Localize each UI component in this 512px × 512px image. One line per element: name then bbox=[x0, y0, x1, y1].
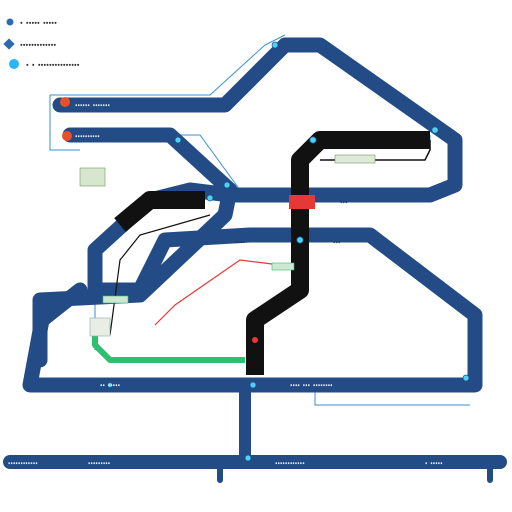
station bbox=[462, 374, 470, 382]
accent-stations bbox=[60, 97, 258, 343]
station-text: ꞏꞏꞏꞏ bbox=[235, 238, 245, 247]
legend-diamond-marker bbox=[3, 38, 15, 50]
small-tags bbox=[79, 154, 376, 337]
stations bbox=[107, 41, 470, 462]
blue-line-top-arc bbox=[22, 37, 483, 393]
line-text: ꞏꞏꞏꞏꞏꞏꞏꞏꞏ bbox=[88, 459, 111, 468]
red-segment-marker bbox=[289, 195, 315, 209]
line-text: ꞏꞏ ꞏꞏꞏꞏꞏ bbox=[100, 381, 121, 390]
red-station-low bbox=[252, 337, 258, 343]
line-text: ꞏꞏꞏꞏꞏꞏ ꞏꞏꞏꞏꞏꞏꞏ bbox=[75, 101, 110, 110]
station bbox=[271, 41, 279, 49]
tag-green-low bbox=[102, 295, 129, 304]
station bbox=[206, 194, 214, 202]
red-line bbox=[154, 259, 281, 326]
blue-line-inner bbox=[32, 127, 238, 368]
line-text: ꞏꞏꞏꞏꞏꞏꞏꞏꞏꞏꞏꞏ bbox=[275, 459, 305, 468]
orange-station-top bbox=[60, 97, 70, 107]
station-text: ꞏꞏꞏ bbox=[340, 198, 348, 207]
legend-dot-marker bbox=[6, 18, 14, 26]
line-lettering: ꞏꞏꞏꞏꞏꞏ ꞏꞏꞏꞏꞏꞏꞏ ꞏꞏꞏꞏꞏꞏꞏꞏꞏꞏ ꞏꞏ ꞏꞏꞏꞏꞏ ꞏꞏꞏꞏ … bbox=[8, 101, 443, 468]
tag-green-mid bbox=[271, 262, 295, 271]
line-text: ꞏ ꞏꞏꞏꞏꞏ bbox=[425, 459, 443, 468]
station bbox=[296, 236, 304, 244]
tag-green-left bbox=[79, 167, 106, 187]
station bbox=[107, 382, 113, 388]
line-text: ꞏꞏꞏꞏꞏꞏꞏꞏꞏꞏ bbox=[75, 132, 100, 141]
legend: ꞏ ꞏꞏꞏꞏꞏ ꞏꞏꞏꞏꞏ ꞏꞏꞏꞏꞏꞏꞏꞏꞏꞏꞏꞏꞏ ꞏ ꞏ ꞏꞏꞏꞏꞏꞏꞏꞏ… bbox=[3, 18, 80, 71]
station bbox=[309, 136, 317, 144]
orange-station-mid bbox=[62, 131, 72, 141]
green-line bbox=[92, 330, 245, 363]
legend-label-2: ꞏꞏꞏꞏꞏꞏꞏꞏꞏꞏꞏꞏꞏ bbox=[20, 41, 56, 51]
station bbox=[244, 454, 252, 462]
station bbox=[223, 181, 231, 189]
legend-ring-marker bbox=[9, 59, 19, 69]
connector-top bbox=[50, 34, 286, 96]
station bbox=[431, 126, 439, 134]
station-text: ꞏꞏꞏ bbox=[333, 238, 341, 247]
black-line-branch bbox=[114, 191, 205, 232]
station bbox=[249, 381, 257, 389]
legend-label-3: ꞏ ꞏ ꞏꞏꞏꞏꞏꞏꞏꞏꞏꞏꞏꞏꞏꞏꞏ bbox=[26, 61, 80, 71]
line-text: ꞏꞏꞏꞏꞏꞏꞏꞏꞏꞏꞏꞏ bbox=[8, 459, 38, 468]
tag-box-lower bbox=[89, 317, 111, 337]
tag-green-top bbox=[334, 154, 376, 164]
station-lettering: ꞏꞏꞏ ꞏꞏꞏꞏ ꞏꞏꞏ bbox=[235, 198, 348, 247]
black-line-path bbox=[246, 131, 430, 375]
line-text: ꞏꞏꞏꞏ ꞏꞏꞏ ꞏꞏꞏꞏꞏꞏꞏꞏ bbox=[290, 381, 333, 390]
black-line bbox=[114, 131, 430, 375]
station bbox=[174, 136, 182, 144]
connector-left-drop bbox=[49, 95, 80, 151]
legend-label-1: ꞏ ꞏꞏꞏꞏꞏ ꞏꞏꞏꞏꞏ bbox=[20, 19, 57, 29]
blue-line bbox=[3, 37, 507, 483]
